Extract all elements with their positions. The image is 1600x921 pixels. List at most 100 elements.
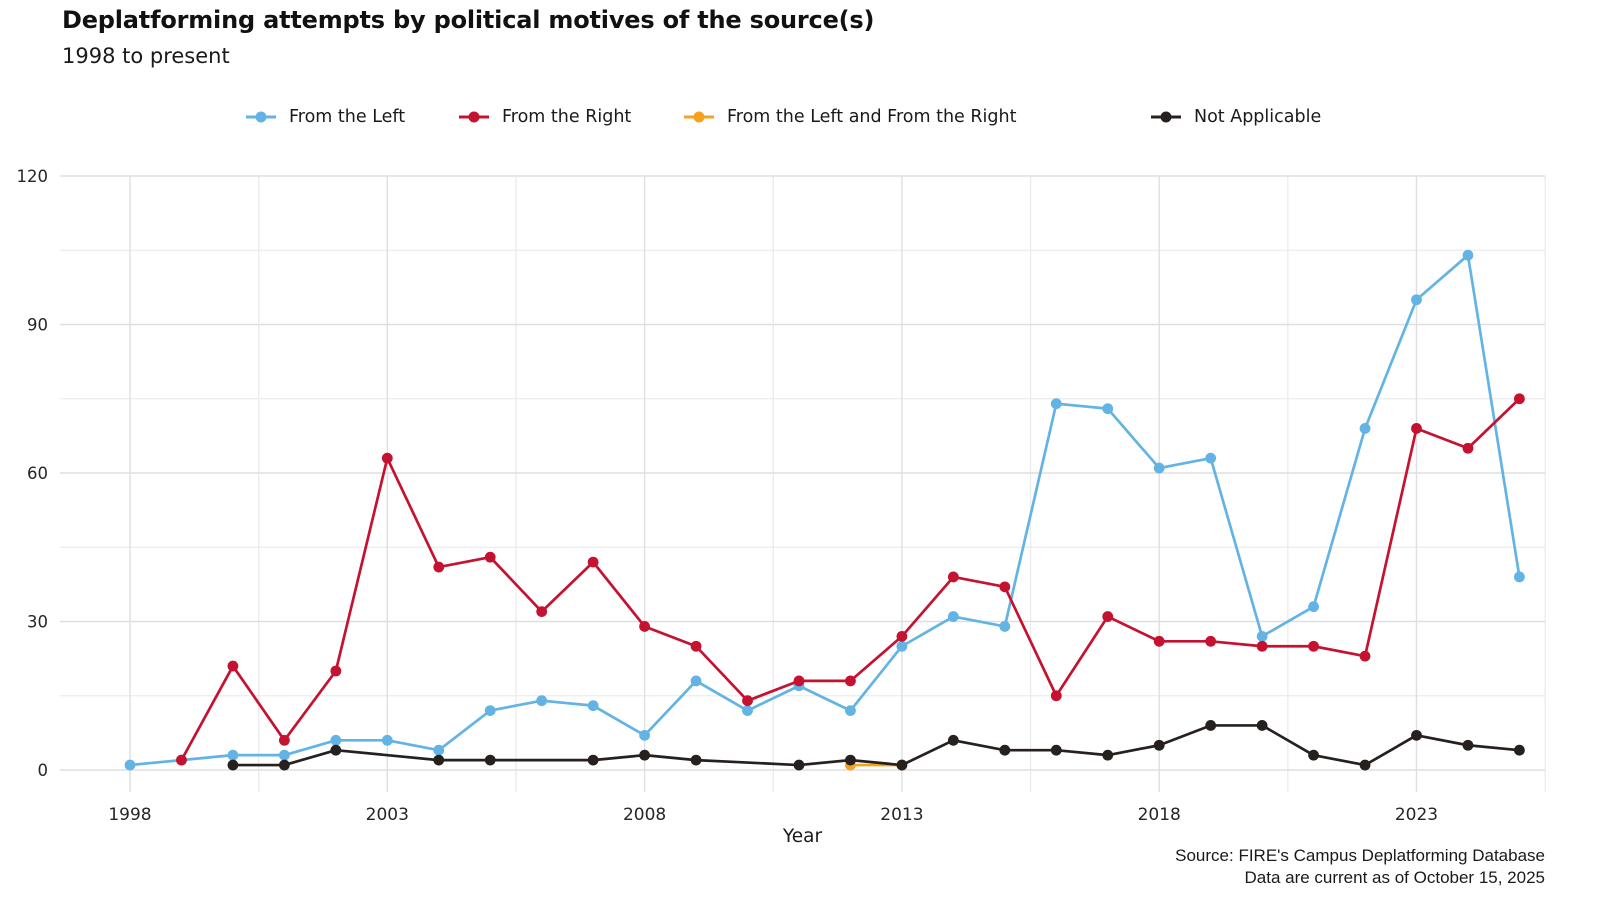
data-point [896, 630, 908, 642]
data-point [227, 759, 239, 771]
data-point [1411, 729, 1422, 741]
x-axis-tick-labels: 1998 2003 2008 2013 2018 2023 [108, 805, 1438, 825]
data-point [484, 551, 496, 563]
data-point [1102, 749, 1114, 761]
data-point [639, 749, 650, 761]
data-point [1462, 739, 1474, 751]
data-point [999, 744, 1011, 756]
y-tick-label: 120 [17, 167, 49, 186]
data-point [639, 621, 650, 632]
data-point [484, 705, 496, 716]
data-point [433, 754, 445, 766]
data-point [227, 660, 239, 672]
data-point [381, 734, 393, 746]
source-attribution: Source: FIRE's Campus Deplatforming Data… [1175, 845, 1545, 889]
x-tick-label: 2013 [880, 805, 923, 825]
data-point [381, 452, 393, 464]
y-tick-label: 0 [38, 761, 49, 780]
data-point [690, 754, 702, 766]
data-point [1153, 739, 1165, 751]
data-point [227, 749, 239, 761]
data-point [1514, 393, 1525, 405]
series-from-the-right [176, 393, 1525, 766]
data-point [278, 734, 290, 746]
series-not-applicable [227, 720, 1525, 771]
data-point [793, 759, 805, 771]
data-point [587, 754, 599, 766]
data-point [742, 705, 753, 716]
data-point [1462, 249, 1474, 261]
data-point [1359, 423, 1371, 434]
data-point [1050, 690, 1062, 702]
data-point [639, 729, 650, 741]
source-line-2: Data are current as of October 15, 2025 [1244, 868, 1545, 887]
data-point [587, 556, 599, 568]
chart-legend: From the Left From the Right From the Left… [0, 103, 1600, 133]
data-point [1514, 571, 1525, 583]
data-point [845, 754, 856, 766]
data-point [1308, 749, 1319, 761]
x-axis-title: Year [782, 826, 823, 847]
data-point [330, 734, 342, 746]
series-from-the-left [124, 249, 1525, 771]
data-point [845, 675, 856, 687]
gridlines [60, 175, 1546, 792]
data-point [124, 759, 136, 771]
data-point [896, 759, 908, 771]
data-point [1411, 423, 1422, 434]
data-point [278, 759, 290, 771]
data-point [330, 744, 342, 756]
legend-marker-from-the-left-icon [246, 111, 276, 123]
data-point [1205, 635, 1217, 647]
legend-marker-from-the-right-icon [459, 111, 489, 123]
data-point [1256, 640, 1268, 652]
legend-label-not-applicable: Not Applicable [1194, 107, 1322, 127]
x-tick-label: 2018 [1138, 805, 1181, 825]
data-point [1359, 759, 1371, 771]
source-line-1: Source: FIRE's Campus Deplatforming Data… [1175, 846, 1545, 865]
legend-item-not-applicable: Not Applicable [1150, 103, 1321, 131]
data-point [1153, 462, 1165, 474]
data-point [278, 749, 290, 761]
series-line-from-the-left [128, 253, 1521, 767]
data-point [536, 695, 548, 707]
data-point [433, 561, 445, 573]
chart-title: Deplatforming attempts by political moti… [62, 6, 875, 34]
data-point [999, 581, 1011, 593]
data-point [1256, 720, 1268, 731]
data-point [793, 675, 805, 687]
data-point [845, 705, 856, 716]
data-point [484, 754, 496, 766]
chart-subtitle: 1998 to present [62, 44, 230, 68]
x-tick-label: 1998 [108, 805, 151, 825]
y-tick-label: 60 [27, 464, 48, 483]
data-point [1308, 640, 1319, 652]
y-tick-label: 90 [27, 316, 48, 335]
legend-item-from-the-left: From the Left [245, 103, 405, 131]
data-point [947, 571, 959, 583]
data-point [1102, 403, 1114, 415]
legend-item-from-the-right: From the Right [458, 103, 631, 131]
data-point [1411, 294, 1422, 306]
data-point [1256, 630, 1268, 642]
legend-marker-from-the-left-and-from-the-right-icon [684, 111, 714, 123]
x-tick-label: 2023 [1395, 805, 1438, 825]
data-point [947, 611, 959, 622]
data-point [896, 640, 908, 652]
data-point [1153, 635, 1165, 647]
data-point [1205, 720, 1217, 731]
data-point [690, 640, 702, 652]
data-point [1514, 744, 1525, 756]
data-point [176, 754, 187, 766]
legend-item-from-the-left-and-from-the-right: From the Left and From the Right [683, 103, 1016, 131]
data-point [1050, 744, 1062, 756]
data-point [1050, 398, 1062, 410]
data-point [690, 675, 702, 687]
data-point [1205, 452, 1217, 464]
data-point [1102, 611, 1114, 622]
data-point [330, 665, 342, 677]
data-point [433, 744, 445, 756]
y-tick-label: 30 [27, 613, 48, 632]
legend-label-from-the-left: From the Left [289, 107, 406, 127]
